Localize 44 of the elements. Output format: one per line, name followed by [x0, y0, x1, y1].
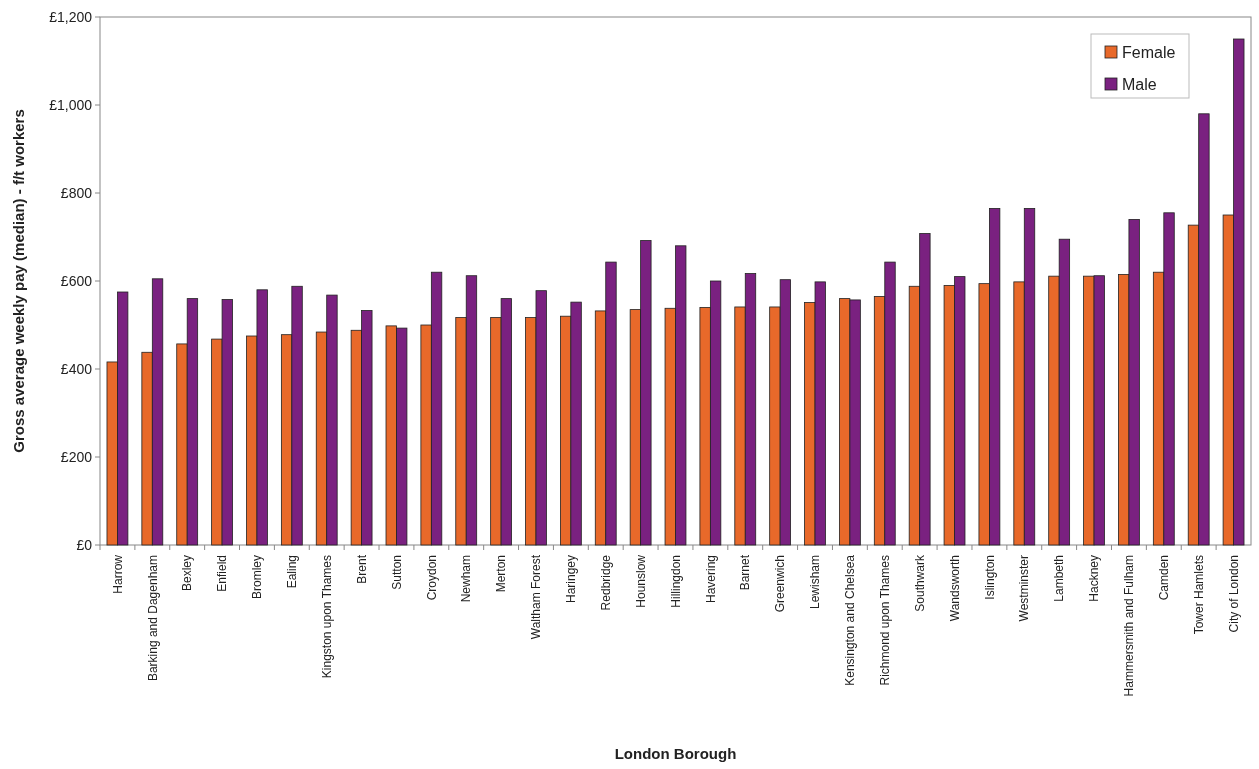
x-tick-label: Bexley — [180, 555, 195, 592]
x-tick-label: Bromley — [250, 555, 265, 600]
x-tick-label: Newham — [459, 555, 474, 603]
x-tick-label: Islington — [982, 555, 997, 600]
x-tick-label: Tower Hamlets — [1191, 555, 1206, 635]
y-tick-label: £800 — [60, 184, 93, 201]
x-tick-label: Lewisham — [808, 555, 823, 610]
x-tick-label: Southwark — [912, 554, 927, 612]
x-tick-label: Croydon — [424, 555, 439, 601]
x-tick-label: Waltham Forest — [529, 554, 544, 640]
x-tick-label: Brent — [354, 554, 369, 584]
x-tick-label: Wandsworth — [947, 555, 962, 622]
x-tick-label: Barking and Dagenham — [145, 555, 160, 682]
y-tick-label: £0 — [76, 536, 93, 553]
y-tick-label: £1,200 — [49, 8, 93, 25]
x-tick-label: Merton — [494, 555, 509, 593]
x-tick-label: Greenwich — [773, 555, 788, 613]
x-tick-label: Hackney — [1087, 555, 1102, 602]
x-tick-label: Ealing — [285, 555, 300, 589]
x-tick-label: Westminster — [1017, 555, 1032, 622]
x-tick-label: City of London — [1226, 555, 1241, 633]
y-tick-label: £400 — [60, 360, 93, 377]
x-tick-label: Sutton — [389, 555, 404, 590]
legend-label: Female — [1122, 43, 1176, 61]
y-tick-label: £200 — [60, 448, 93, 465]
x-tick-label: Hounslow — [633, 554, 648, 608]
x-tick-label: Enfield — [215, 555, 230, 592]
x-tick-label: Hammersmith and Fulham — [1122, 555, 1137, 697]
x-tick-label: Redbridge — [598, 554, 613, 611]
x-tick-label: Camden — [1157, 555, 1171, 601]
x-tick-label: Harrow — [110, 554, 125, 594]
x-tick-label: Kingston upon Thames — [319, 555, 334, 679]
y-tick-label: £600 — [60, 272, 93, 289]
y-tick-label: £1,000 — [49, 96, 93, 113]
x-tick-label: Barnet — [738, 554, 753, 591]
x-tick-label: Haringey — [564, 555, 579, 604]
x-tick-label: Lambeth — [1052, 555, 1067, 602]
x-axis-title: London Borough — [614, 745, 737, 762]
x-tick-label: Havering — [703, 555, 718, 604]
x-tick-label: Richmond upon Thames — [877, 555, 892, 686]
y-axis-title: Gross average weekly pay (median) - f/t workers — [10, 109, 27, 453]
x-tick-label: Hillingdon — [668, 555, 683, 608]
legend-label: Male — [1122, 75, 1157, 93]
x-tick-label: Kensington and Chelsea — [843, 554, 858, 686]
